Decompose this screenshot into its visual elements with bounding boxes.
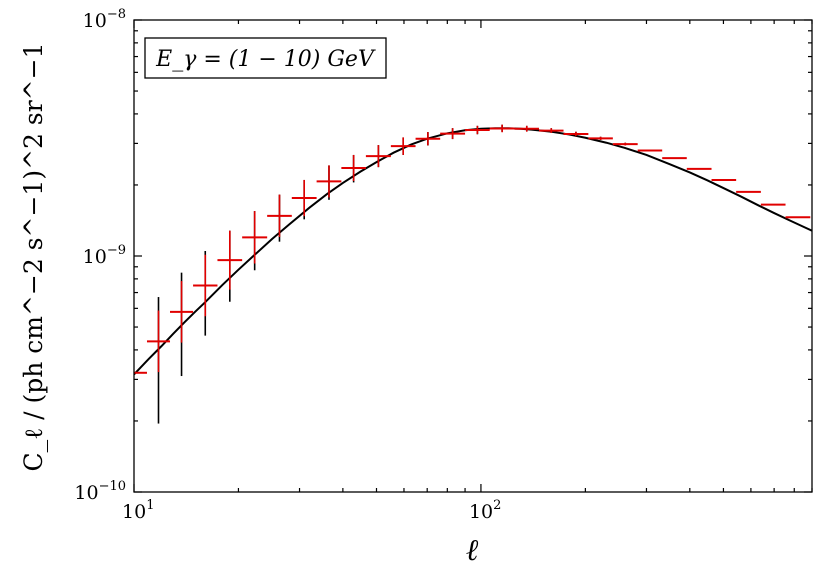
y-axis-title: C_ℓ / (ph cm^−2 s^−1)^2 sr^−1 [19, 43, 48, 472]
data-bin-1 [146, 297, 171, 424]
errorbar-layer [134, 124, 811, 424]
data-bin-17 [538, 128, 564, 133]
y-tick-label: 10−8 [83, 7, 126, 32]
y-tick-label: 10−9 [83, 243, 126, 268]
data-bin-3 [193, 250, 218, 336]
annotation-text: E_γ = (1 − 10) GeV [155, 47, 376, 72]
data-bin-15 [489, 124, 515, 133]
ticks-layer: 101 102 10−10 10−9 10−8 [74, 7, 813, 523]
data-bin-7 [291, 179, 317, 220]
data-bin-6 [267, 194, 292, 242]
data-bin-11 [390, 137, 416, 155]
data-bin-19 [588, 136, 613, 141]
x-tick-label: 102 [469, 498, 501, 523]
data-bin-2 [170, 272, 194, 377]
model-curve [134, 127, 812, 376]
x-axis-title: ℓ [466, 533, 479, 568]
data-bin-8 [316, 165, 342, 200]
data-bin-18 [563, 131, 589, 137]
x-tick-label: 101 [122, 498, 154, 523]
data-bin-16 [514, 125, 539, 132]
data-bin-4 [217, 230, 243, 302]
plot-frame [133, 19, 813, 493]
data-bin-20 [612, 142, 638, 146]
annotation-box-border [144, 37, 387, 79]
annotation-box: E_γ = (1 − 10) GeV [144, 37, 387, 79]
data-bin-13 [440, 128, 466, 140]
data-bin-14 [465, 125, 490, 135]
curve-layer [134, 127, 812, 376]
data-bin-10 [365, 145, 391, 168]
data-bin-9 [341, 154, 366, 183]
data-bin-12 [415, 132, 441, 146]
data-bin-5 [242, 211, 268, 271]
y-tick-label: 10−10 [74, 479, 126, 504]
